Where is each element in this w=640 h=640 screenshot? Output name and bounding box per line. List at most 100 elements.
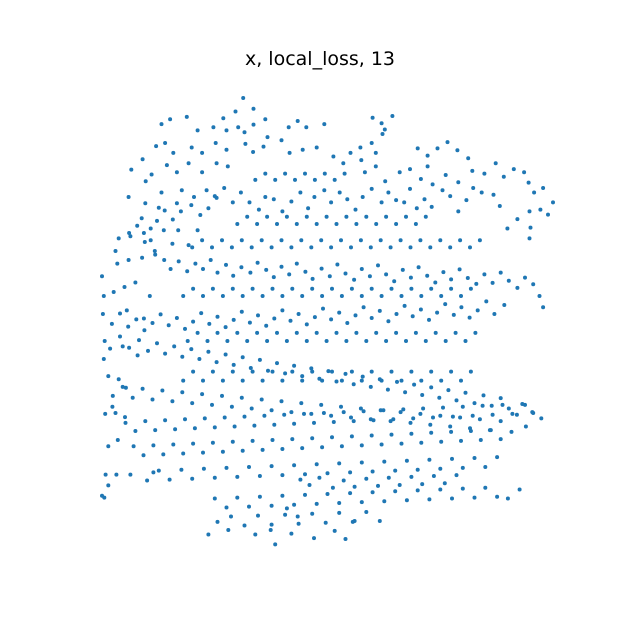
- scatter-point: [257, 357, 262, 362]
- scatter-point: [137, 338, 141, 343]
- scatter-point: [273, 177, 278, 182]
- scatter-point: [295, 514, 300, 519]
- scatter-point: [379, 442, 384, 447]
- scatter-point: [304, 322, 309, 327]
- scatter-point: [269, 522, 274, 527]
- scatter-point: [438, 238, 443, 243]
- scatter-point: [247, 320, 252, 325]
- scatter-point: [142, 328, 147, 333]
- scatter-point: [251, 150, 256, 154]
- scatter-point: [332, 528, 337, 533]
- scatter-point: [123, 385, 128, 390]
- scatter-point: [337, 501, 342, 505]
- scatter-point: [330, 485, 335, 490]
- scatter-point: [180, 390, 185, 395]
- scatter-point: [495, 455, 500, 460]
- scatter-point: [456, 180, 461, 185]
- scatter-point: [429, 204, 434, 209]
- scatter-point: [142, 240, 147, 244]
- scatter-point: [477, 417, 482, 422]
- scatter-point: [446, 388, 451, 393]
- scatter-point: [239, 265, 244, 270]
- scatter-point: [312, 420, 316, 425]
- scatter-point: [300, 147, 305, 152]
- scatter-point: [131, 444, 136, 449]
- scatter-point: [454, 473, 459, 478]
- scatter-point: [126, 258, 131, 262]
- scatter-point: [170, 217, 175, 222]
- scatter-point: [265, 135, 270, 140]
- scatter-point: [449, 429, 454, 434]
- scatter-point: [386, 190, 391, 195]
- scatter-point: [359, 267, 364, 271]
- scatter-point: [170, 399, 175, 404]
- scatter-point: [256, 207, 261, 212]
- scatter-point: [279, 399, 284, 404]
- scatter-point: [541, 305, 546, 310]
- scatter-point: [215, 270, 220, 275]
- scatter-point: [127, 231, 132, 235]
- scatter-point: [304, 339, 309, 343]
- scatter-point: [339, 238, 343, 243]
- scatter-point: [368, 384, 373, 389]
- scatter-point: [327, 274, 332, 279]
- scatter-point: [463, 390, 468, 395]
- scatter-point: [178, 209, 183, 214]
- scatter-point: [100, 493, 104, 498]
- scatter-point: [111, 290, 116, 294]
- scatter-point: [189, 203, 194, 208]
- scatter-point: [492, 312, 497, 316]
- scatter-point: [160, 388, 165, 393]
- scatter-point: [206, 532, 211, 537]
- scatter-point: [264, 323, 269, 328]
- scatter-point: [465, 276, 470, 280]
- scatter-point: [453, 330, 458, 335]
- scatter-point: [400, 267, 405, 272]
- scatter-point: [416, 265, 421, 270]
- scatter-point: [242, 414, 247, 419]
- scatter-point: [373, 164, 378, 169]
- scatter-point: [457, 267, 462, 272]
- scatter-point: [181, 294, 186, 298]
- scatter-point: [106, 444, 111, 449]
- scatter-point: [238, 190, 243, 195]
- scatter-point: [392, 279, 397, 284]
- scatter-point: [304, 125, 309, 130]
- scatter-point: [429, 430, 434, 435]
- scatter-point: [510, 411, 515, 416]
- scatter-point: [433, 280, 438, 285]
- scatter-point: [349, 434, 354, 439]
- scatter-point: [364, 476, 369, 481]
- scatter-point: [250, 369, 255, 374]
- scatter-point: [532, 190, 537, 195]
- scatter-point: [155, 341, 159, 346]
- scatter-point: [349, 369, 354, 374]
- scatter-point: [418, 238, 423, 243]
- scatter-point: [430, 182, 435, 187]
- scatter-point: [275, 222, 279, 226]
- scatter-point: [323, 520, 328, 525]
- scatter-point: [300, 374, 305, 379]
- scatter-point: [358, 406, 363, 411]
- scatter-point: [128, 234, 133, 239]
- scatter-point: [223, 352, 228, 357]
- scatter-point: [341, 161, 346, 166]
- scatter-point: [248, 366, 253, 370]
- scatter-point: [252, 423, 257, 428]
- scatter-point: [287, 272, 292, 277]
- scatter-point: [167, 477, 172, 482]
- scatter-point: [329, 413, 334, 418]
- scatter-point: [236, 125, 241, 130]
- scatter-point: [319, 402, 324, 407]
- scatter-point: [466, 156, 471, 161]
- scatter-point: [245, 339, 250, 343]
- scatter-point: [129, 167, 134, 172]
- scatter-point: [172, 344, 177, 349]
- scatter-point: [294, 330, 299, 335]
- scatter-point: [268, 528, 273, 532]
- scatter-point: [439, 378, 444, 383]
- scatter-point: [299, 238, 304, 243]
- scatter-point: [240, 448, 245, 453]
- scatter-point: [460, 486, 465, 491]
- scatter-point: [481, 393, 486, 398]
